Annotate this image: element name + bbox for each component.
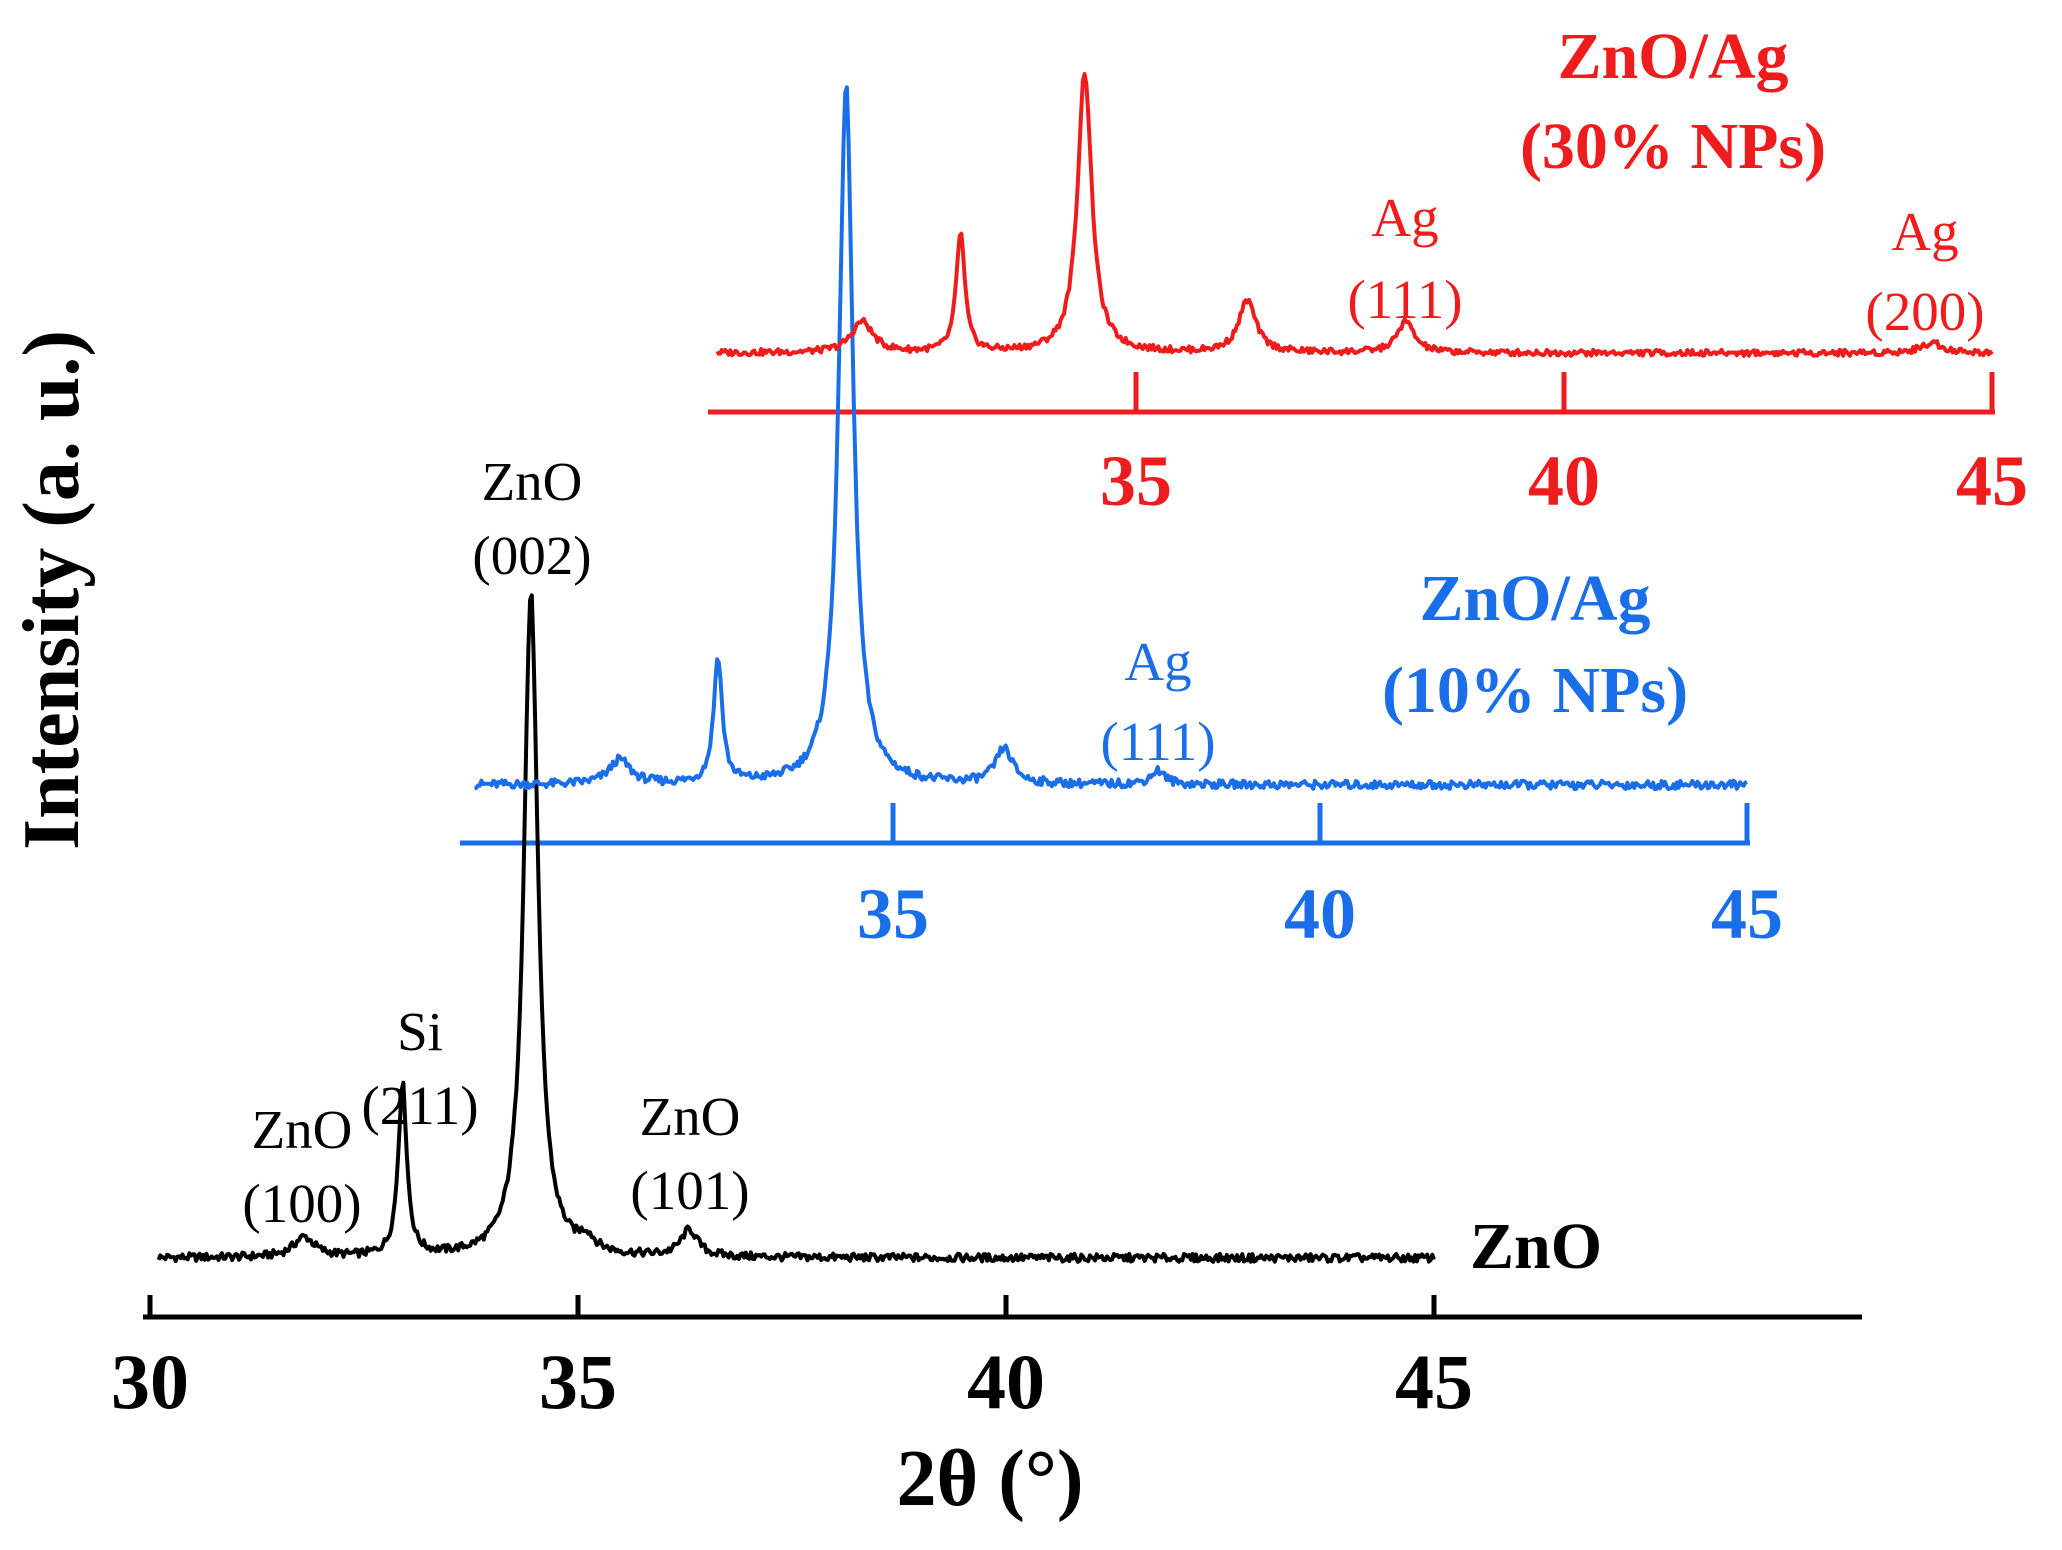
peak-label-hkl: (200) xyxy=(1865,281,1984,342)
peak-label-hkl: (100) xyxy=(242,1173,361,1234)
tick-label: 40 xyxy=(1284,874,1356,954)
tick-label: 40 xyxy=(967,1338,1045,1425)
x-axis-blue: 35 40 45 xyxy=(460,803,1783,954)
series-title-zno: ZnO xyxy=(1470,1210,1602,1283)
series-line-zno xyxy=(156,593,1436,1264)
series-line-zno-ag-10 xyxy=(474,85,1748,792)
tick-label: 45 xyxy=(1711,874,1783,954)
peak-label-hkl: (111) xyxy=(1100,711,1215,772)
tick-label: 40 xyxy=(1528,441,1600,521)
peak-label-material: Ag xyxy=(1124,631,1191,692)
y-axis-title: Intensity (a. u.) xyxy=(8,330,96,850)
series-subtitle-zno-ag-30: (30% NPs) xyxy=(1520,110,1826,183)
tick-label: 35 xyxy=(857,874,929,954)
peak-label-hkl: (002) xyxy=(472,525,591,586)
series-title-zno-ag-30: ZnO/Ag xyxy=(1557,20,1788,93)
series-title-zno-ag-10: ZnO/Ag xyxy=(1419,562,1650,635)
tick-label: 30 xyxy=(111,1338,189,1425)
peak-label-material: ZnO xyxy=(252,1099,353,1160)
tick-label: 35 xyxy=(539,1338,617,1425)
peak-label-material: ZnO xyxy=(482,451,583,512)
tick-label: 35 xyxy=(1100,441,1172,521)
series-subtitle-zno-ag-10: (10% NPs) xyxy=(1382,654,1688,727)
x-axis-main: 30 35 40 45 xyxy=(111,1295,1862,1425)
peak-label-hkl: (211) xyxy=(361,1075,478,1136)
tick-label: 45 xyxy=(1395,1338,1473,1425)
peak-label-material: ZnO xyxy=(640,1086,741,1147)
peak-label-hkl: (111) xyxy=(1347,269,1462,330)
tick-label: 45 xyxy=(1956,441,2028,521)
x-axis-red: 35 40 45 xyxy=(708,372,2028,521)
peak-label-hkl: (101) xyxy=(630,1160,749,1221)
peak-label-material: Si xyxy=(397,1001,443,1062)
x-axis-title: 2θ (°) xyxy=(896,1435,1083,1523)
peak-label-material: Ag xyxy=(1891,201,1958,262)
peak-label-material: Ag xyxy=(1371,187,1438,248)
series-line-zno-ag-30 xyxy=(715,72,1994,358)
